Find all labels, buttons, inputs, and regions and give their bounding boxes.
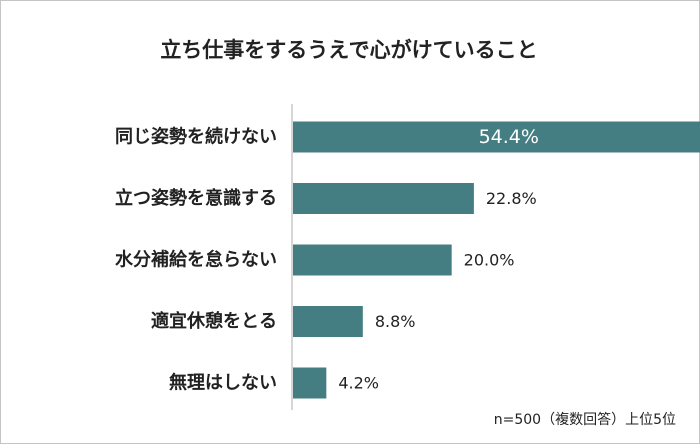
data-label: 54.4% — [479, 126, 539, 148]
sample-note: n=500（複数回答）上位5位 — [494, 409, 676, 429]
data-label: 4.2% — [338, 374, 379, 393]
data-label: 8.8% — [375, 312, 416, 331]
data-label: 20.0% — [464, 251, 515, 270]
bar — [293, 183, 474, 214]
category-label: 同じ姿勢を続けない — [115, 126, 277, 148]
category-label: 適宜休憩をとる — [151, 310, 277, 332]
bar — [293, 306, 363, 337]
bar — [293, 368, 326, 399]
bar — [293, 245, 452, 276]
category-label: 水分補給を怠らない — [115, 249, 277, 271]
data-label: 22.8% — [486, 189, 537, 208]
category-label: 無理はしない — [169, 372, 277, 394]
category-label: 立つ姿勢を意識する — [115, 187, 277, 209]
